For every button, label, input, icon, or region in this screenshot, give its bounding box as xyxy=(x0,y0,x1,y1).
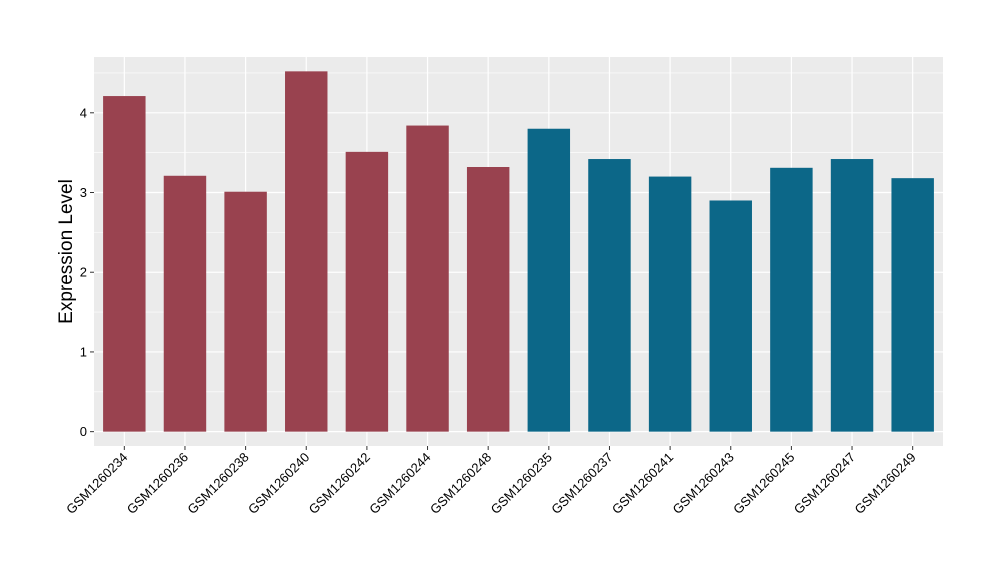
x-tick-label: GSM1260248 xyxy=(427,450,494,517)
y-tick-label: 0 xyxy=(80,424,87,439)
bar-GSM1260243 xyxy=(709,200,752,432)
x-tick-label: GSM1260236 xyxy=(124,450,191,517)
bar-GSM1260237 xyxy=(588,159,631,432)
bars xyxy=(103,71,934,432)
bar-GSM1260248 xyxy=(466,167,510,432)
x-tick-label: GSM1260249 xyxy=(851,450,918,517)
plot-panel xyxy=(94,57,943,446)
bar-GSM1260235 xyxy=(527,128,571,432)
bar-GSM1260238 xyxy=(224,191,267,432)
y-tick-label: 2 xyxy=(80,265,87,280)
x-tick-label: GSM1260245 xyxy=(730,450,797,517)
bar-GSM1260236 xyxy=(163,175,207,432)
bar-GSM1260244 xyxy=(406,125,449,432)
x-tick-label: GSM1260234 xyxy=(63,450,130,517)
bar-GSM1260245 xyxy=(770,167,813,432)
x-axis: GSM1260234GSM1260236GSM1260238GSM1260240… xyxy=(63,446,919,517)
bar-GSM1260234 xyxy=(103,96,146,432)
x-tick-label: GSM1260241 xyxy=(609,450,676,517)
bar-GSM1260240 xyxy=(285,71,328,432)
y-axis: 0 1 2 3 4 xyxy=(80,105,94,439)
y-tick-label: 1 xyxy=(80,344,87,359)
bar-GSM1260242 xyxy=(345,151,389,432)
y-tick-label: 4 xyxy=(80,105,87,120)
bar-GSM1260247 xyxy=(830,159,874,432)
x-tick-label: GSM1260242 xyxy=(306,450,373,517)
x-tick-label: GSM1260247 xyxy=(791,450,858,517)
x-tick-label: GSM1260238 xyxy=(184,450,251,517)
bar-GSM1260249 xyxy=(891,178,934,432)
x-tick-label: GSM1260240 xyxy=(245,450,312,517)
x-tick-label: GSM1260237 xyxy=(548,450,615,517)
x-tick-label: GSM1260235 xyxy=(488,450,555,517)
bar-GSM1260241 xyxy=(648,176,692,432)
y-tick-label: 3 xyxy=(80,185,87,200)
y-axis-title: Expression Level xyxy=(56,179,77,324)
x-tick-label: GSM1260243 xyxy=(670,450,737,517)
x-tick-label: GSM1260244 xyxy=(366,450,433,517)
